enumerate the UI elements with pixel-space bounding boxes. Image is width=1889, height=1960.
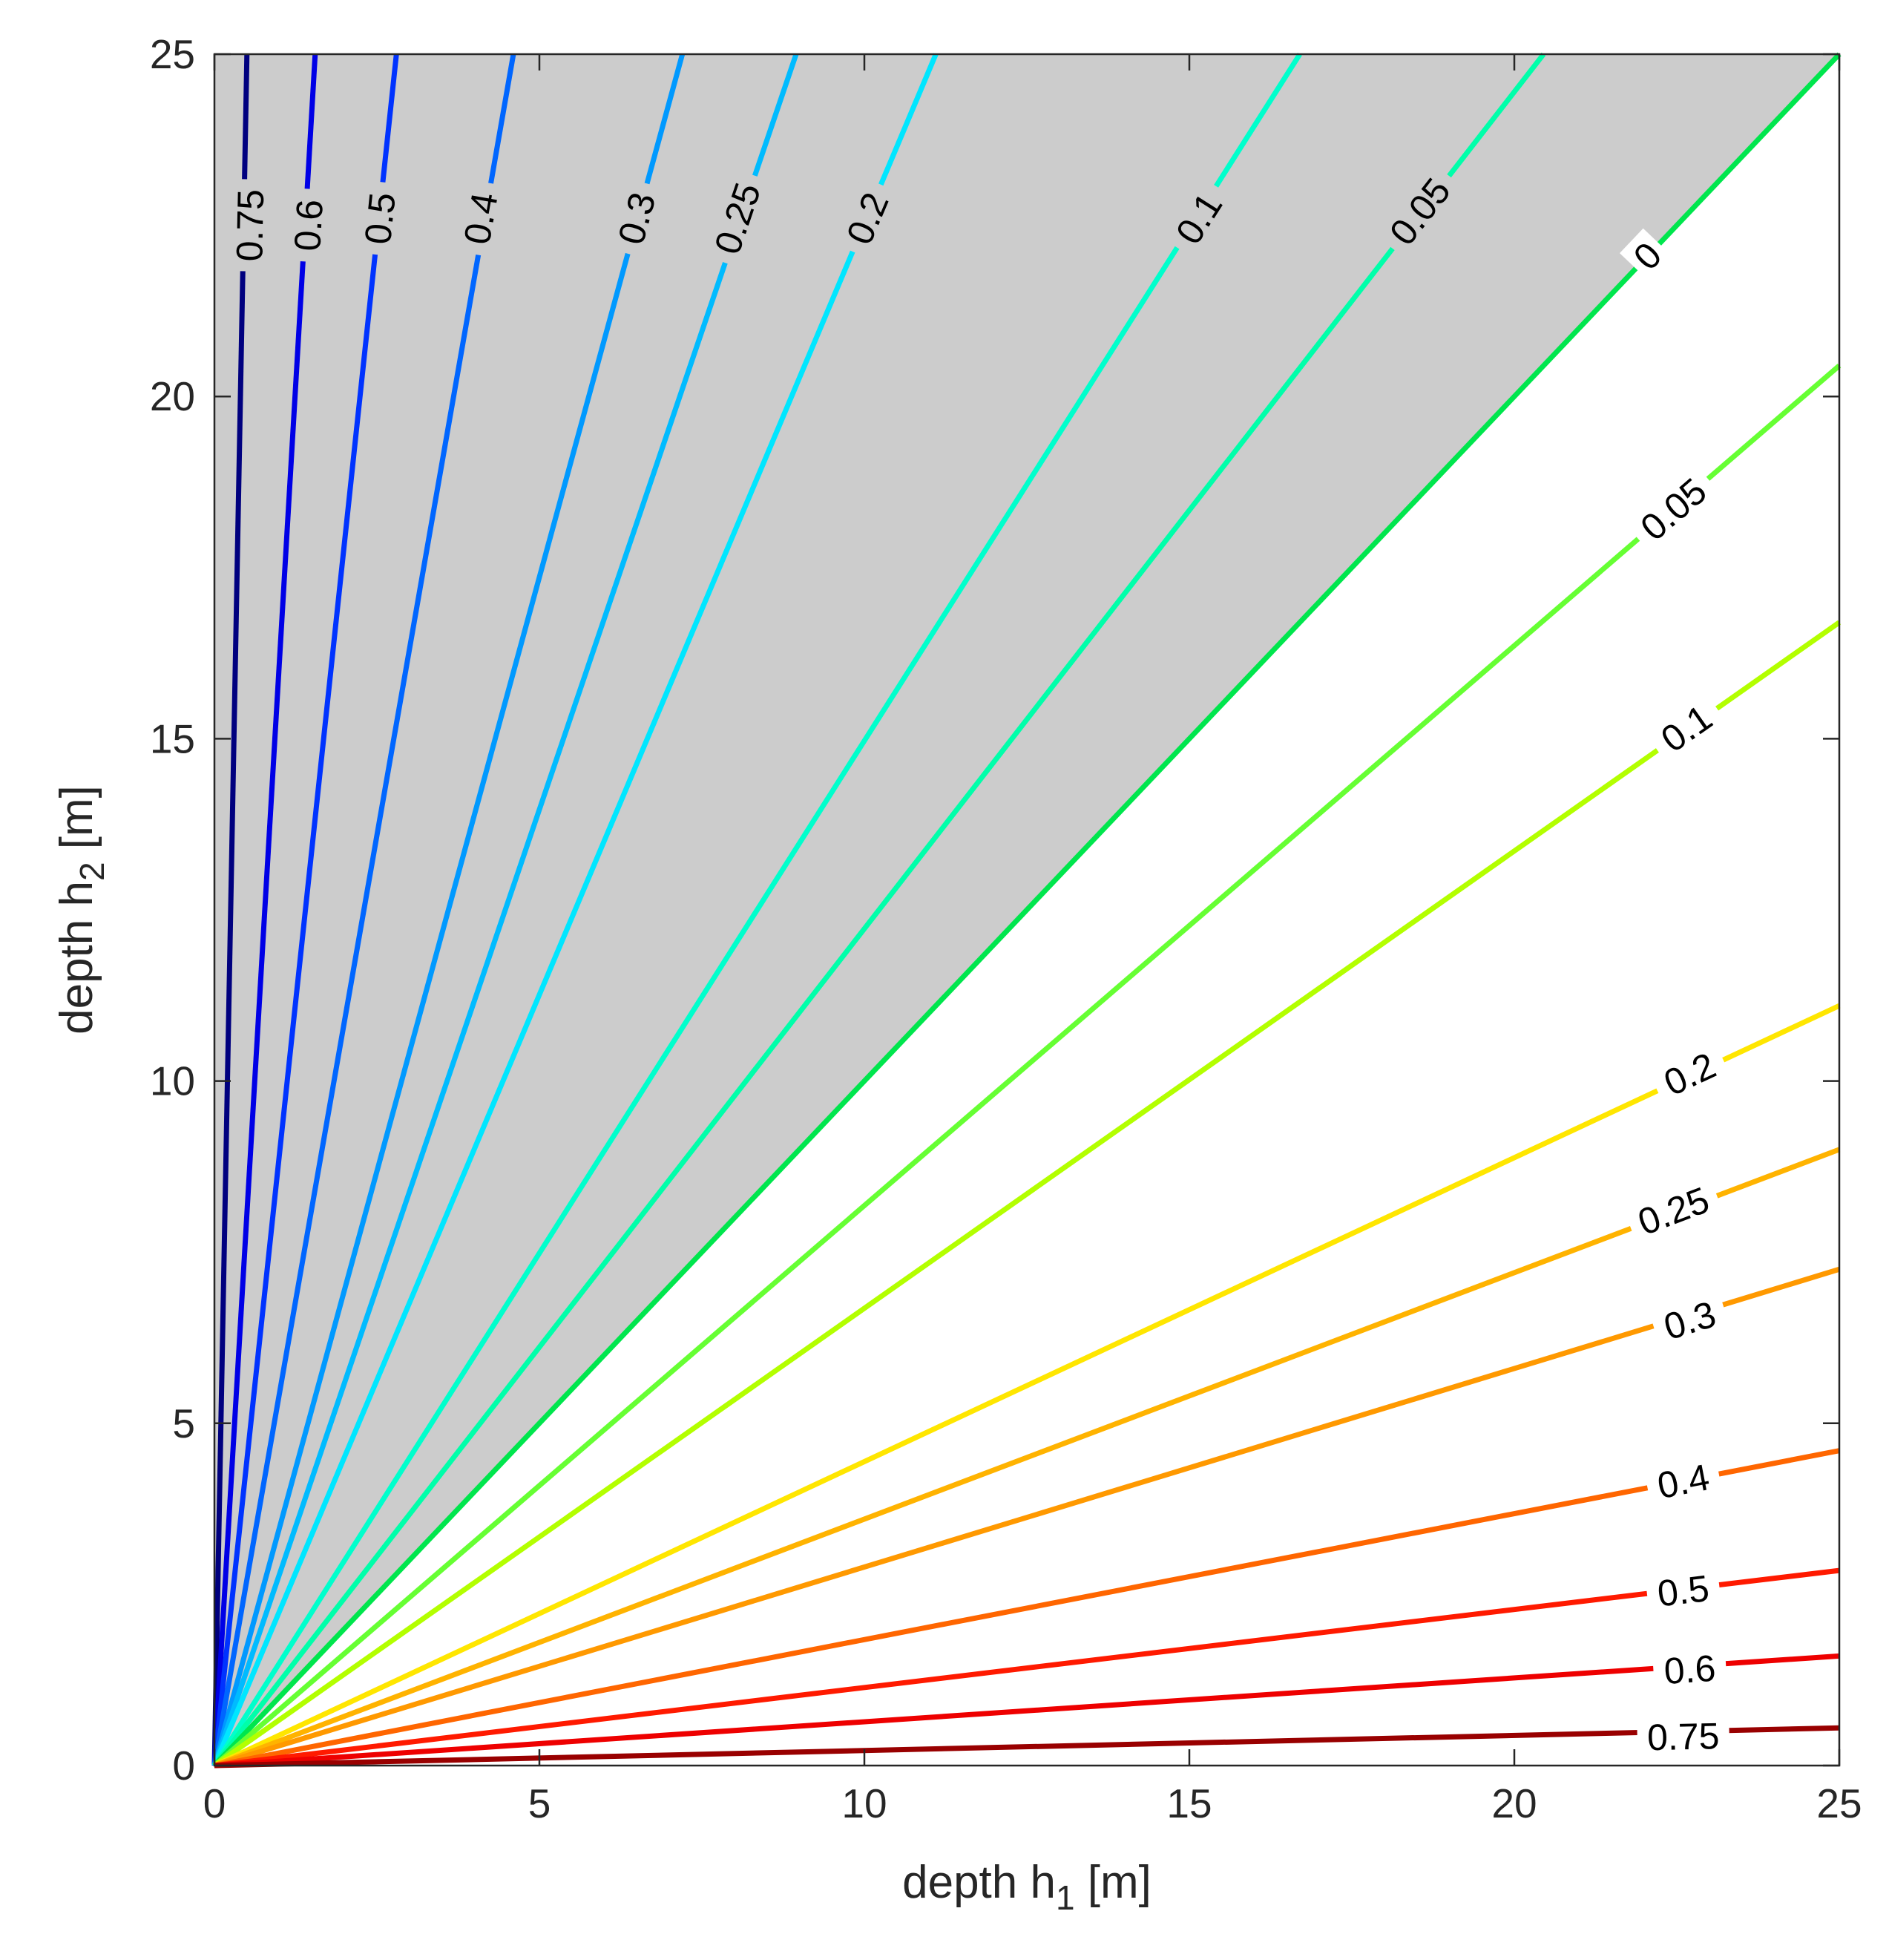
- contour-line-lower-6: [214, 1567, 1840, 1769]
- y-axis-label: depth h2 [m]: [51, 785, 111, 1035]
- x-tick-label-5: 25: [1816, 1780, 1862, 1826]
- x-tick-label-2: 10: [841, 1780, 887, 1826]
- contour-line-lower-0: [212, 364, 1842, 1768]
- contour-label-bg-lower-0: [1624, 462, 1724, 557]
- x-axis-label-main: depth h: [902, 1857, 1056, 1908]
- y-tick-label-0: 0: [172, 1743, 195, 1789]
- contour-label-bg-lower-4: [1648, 1288, 1732, 1353]
- x-axis-label: depth h1 [m]: [902, 1857, 1152, 1917]
- contour-line-lower-4: [213, 1266, 1841, 1769]
- x-axis-label-unit: [m]: [1075, 1857, 1152, 1908]
- x-axis-label-sub: 1: [1056, 1878, 1075, 1917]
- contour-label-bg-upper-4: [605, 177, 668, 260]
- contour-line-upper-3: [211, 53, 516, 1766]
- contour-label-bg-upper-9: [1619, 228, 1676, 284]
- contour-label-bg-lower-6: [1644, 1564, 1722, 1618]
- axes-box: [213, 53, 1841, 1767]
- y-tick-label-1: 5: [172, 1400, 195, 1446]
- contour-label-bg-upper-3: [453, 178, 510, 258]
- contour-label-upper-0: 0.75: [229, 189, 272, 261]
- contour-line-lower-8: [214, 1725, 1840, 1769]
- contour-label-bg-upper-7: [1160, 175, 1238, 261]
- contour-label-bg-upper-6: [832, 176, 903, 261]
- contour-line-upper-8: [212, 52, 1546, 1768]
- contour-line-lower-2: [213, 1003, 1841, 1769]
- contour-label-bg-lower-5: [1643, 1452, 1724, 1510]
- contour-label-lower-7: 0.6: [1663, 1648, 1717, 1693]
- y-tick-label-3: 15: [150, 715, 195, 761]
- y-tick-label-5: 25: [150, 31, 195, 77]
- x-tick-label-4: 20: [1491, 1780, 1537, 1826]
- contour-line-upper-5: [211, 53, 799, 1767]
- contour-line-lower-5: [214, 1448, 1840, 1769]
- contour-lines: [211, 52, 1842, 1769]
- y-tick-label-2: 10: [150, 1058, 195, 1104]
- contour-label-bg-lower-1: [1643, 689, 1729, 768]
- x-tick-label-1: 5: [528, 1780, 551, 1826]
- contour-label-bg-lower-8: [1637, 1713, 1730, 1760]
- contour-line-upper-6: [211, 53, 939, 1767]
- contour-label-bg-upper-8: [1374, 161, 1466, 262]
- contour-label-bg-upper-1: [284, 187, 333, 263]
- contour-line-upper-4: [211, 53, 686, 1766]
- x-tick-label-0: 0: [203, 1780, 226, 1826]
- contour-label-lower-6: 0.5: [1655, 1567, 1712, 1615]
- y-axis-label-main: depth h: [51, 881, 102, 1035]
- contour-line-upper-2: [211, 53, 399, 1766]
- contour-line-upper-7: [212, 53, 1302, 1767]
- contour-label-upper-1: 0.6: [286, 198, 331, 252]
- contour-label-upper-2: 0.5: [357, 191, 404, 246]
- contour-label-bg-lower-7: [1652, 1645, 1728, 1695]
- contour-label-lower-5: 0.4: [1654, 1456, 1712, 1507]
- contour-line-upper-0: [211, 53, 250, 1766]
- contour-label-bg-upper-5: [701, 168, 774, 269]
- contour-label-bg-upper-2: [354, 180, 407, 258]
- contour-label-bg-lower-2: [1647, 1038, 1732, 1110]
- contour-label-lower-8: 0.75: [1646, 1715, 1720, 1758]
- y-axis-label-unit: [m]: [51, 785, 102, 862]
- contour-label-bg-lower-3: [1623, 1173, 1725, 1248]
- contour-line-lower-7: [214, 1653, 1840, 1769]
- x-tick-label-3: 15: [1166, 1780, 1212, 1826]
- axis-ticks: [213, 53, 1841, 1767]
- y-axis-label-sub: 2: [73, 862, 111, 881]
- contour-line-lower-3: [213, 1147, 1841, 1769]
- y-tick-label-4: 20: [150, 373, 195, 419]
- contour-line-lower-1: [212, 620, 1842, 1768]
- contour-label-bg-upper-0: [227, 179, 274, 272]
- tick-labels: 0 5 10 15 20 25 0 5 10 15 20 25: [150, 31, 1862, 1826]
- contour-line-upper-1: [211, 53, 318, 1766]
- contour-label-upper-3: 0.4: [456, 189, 506, 247]
- contour-line-upper-9: [212, 52, 1842, 1768]
